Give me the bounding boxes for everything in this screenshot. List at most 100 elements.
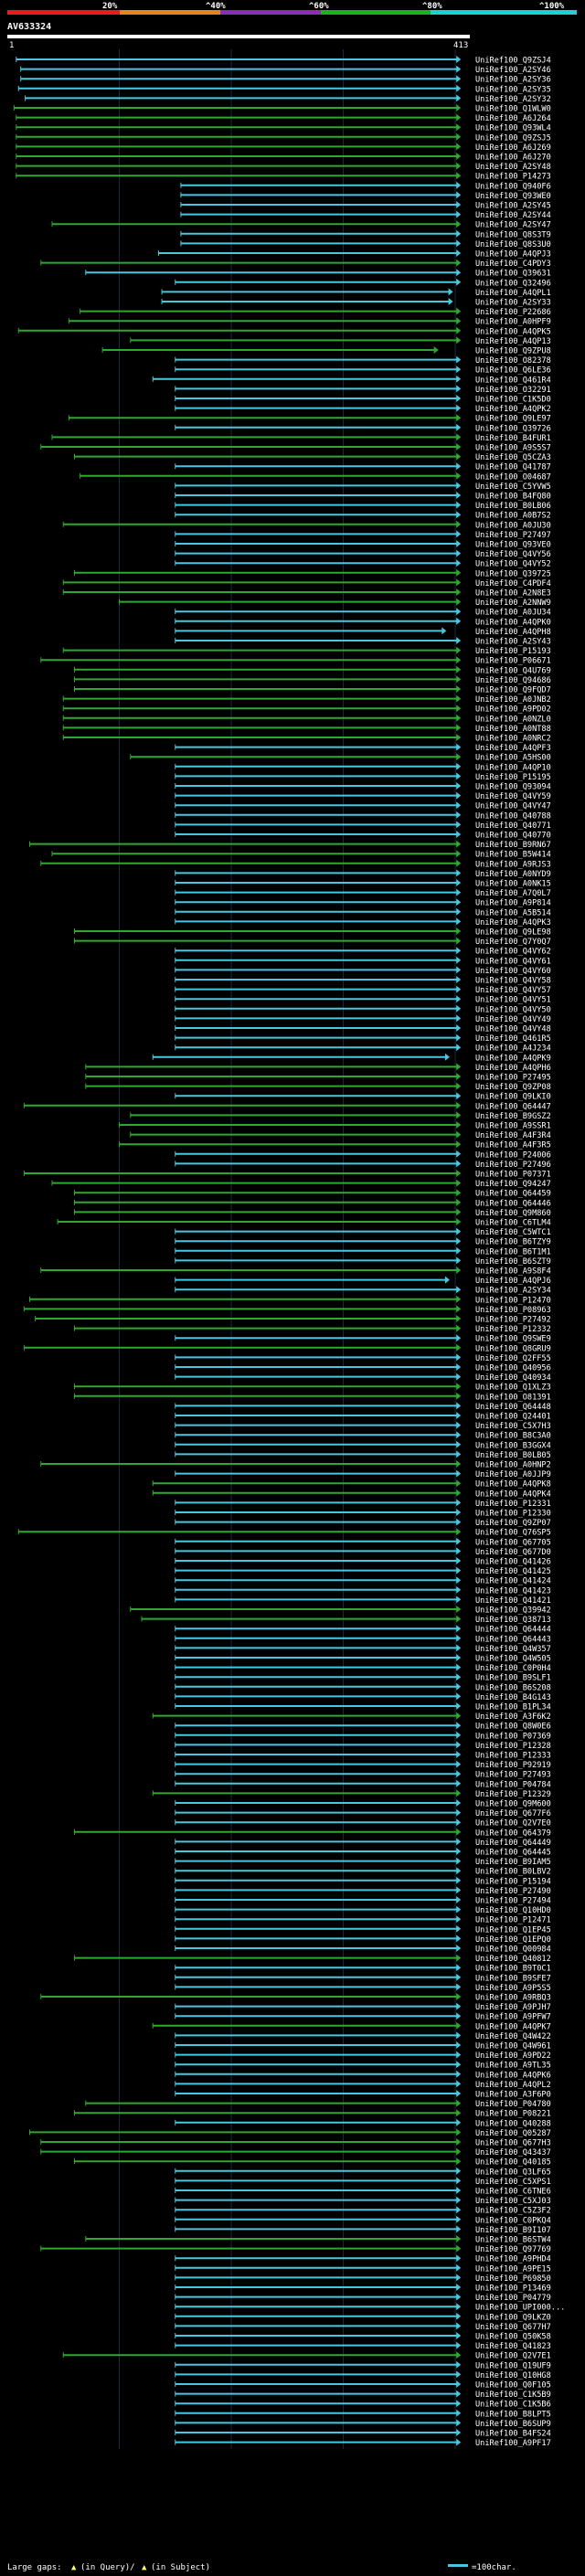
hit-label[interactable]: UniRef100_A9RBQ3 <box>475 1994 551 2003</box>
hit-label[interactable]: UniRef100_Q9LE98 <box>475 928 551 938</box>
hit-label[interactable]: UniRef100_Q9FQD7 <box>475 686 551 695</box>
hit-label[interactable]: UniRef100_C6TLM4 <box>475 1219 551 1228</box>
hit-label[interactable]: UniRef100_Q41424 <box>475 1577 551 1586</box>
hit-label[interactable]: UniRef100_P27492 <box>475 1316 551 1325</box>
hit-label[interactable]: UniRef100_P27495 <box>475 1074 551 1083</box>
hit-label[interactable]: UniRef100_A9PD02 <box>475 705 551 715</box>
hit-label[interactable]: UniRef100_A2SY35 <box>475 85 551 94</box>
hit-label[interactable]: UniRef100_P08963 <box>475 1306 551 1315</box>
hit-label[interactable]: UniRef100_A9SSR1 <box>475 1122 551 1131</box>
hit-label[interactable]: UniRef100_Q1EPQ0 <box>475 1935 551 1945</box>
hit-label[interactable]: UniRef100_Q19UF9 <box>475 2361 551 2370</box>
hit-label[interactable]: UniRef100_Q40288 <box>475 2119 551 2128</box>
hit-label[interactable]: UniRef100_A4QPL2 <box>475 2081 551 2090</box>
hit-label[interactable]: UniRef100_Q64444 <box>475 1626 551 1635</box>
hit-label[interactable]: UniRef100_Q9LKI0 <box>475 1093 551 1102</box>
hit-label[interactable]: UniRef100_B4FS24 <box>475 2430 551 2439</box>
hit-label[interactable]: UniRef100_B8C3A0 <box>475 1432 551 1441</box>
hit-label[interactable]: UniRef100_Q41823 <box>475 2342 551 2351</box>
hit-label[interactable]: UniRef100_B3GGX4 <box>475 1441 551 1450</box>
hit-label[interactable]: UniRef100_A4QPF3 <box>475 744 551 753</box>
hit-label[interactable]: UniRef100_Q9LE97 <box>475 415 551 424</box>
hit-label[interactable]: UniRef100_O32291 <box>475 386 551 395</box>
hit-label[interactable]: UniRef100_P06671 <box>475 657 551 666</box>
hit-label[interactable]: UniRef100_Q461R5 <box>475 1034 551 1044</box>
hit-label[interactable]: UniRef100_A9PFW7 <box>475 2013 551 2022</box>
hit-label[interactable]: UniRef100_A5B514 <box>475 908 551 917</box>
hit-label[interactable]: UniRef100_Q41421 <box>475 1596 551 1606</box>
hit-label[interactable]: UniRef100_Q9LKZ0 <box>475 2313 551 2322</box>
hit-label[interactable]: UniRef100_Q4VY47 <box>475 802 551 811</box>
hit-label[interactable]: UniRef100_Q9ZSJ4 <box>475 57 551 66</box>
hit-label[interactable]: UniRef100_B9IAM5 <box>475 1858 551 1867</box>
hit-label[interactable]: UniRef100_Q39726 <box>475 424 551 433</box>
hit-label[interactable]: UniRef100_Q64459 <box>475 1190 551 1199</box>
hit-label[interactable]: UniRef100_Q41426 <box>475 1558 551 1567</box>
hit-label[interactable]: UniRef100_Q40934 <box>475 1373 551 1383</box>
hit-label[interactable]: UniRef100_A4QPH6 <box>475 1064 551 1073</box>
hit-label[interactable]: UniRef100_A4QPK5 <box>475 327 551 336</box>
hit-label[interactable]: UniRef100_B9GSZ2 <box>475 1112 551 1121</box>
hit-label[interactable]: UniRef100_A0JJP9 <box>475 1470 551 1479</box>
hit-label[interactable]: UniRef100_Q677F6 <box>475 1809 551 1818</box>
hit-label[interactable]: UniRef100_Q9ZP07 <box>475 1519 551 1528</box>
hit-label[interactable]: UniRef100_B8LPT5 <box>475 2410 551 2419</box>
hit-label[interactable]: UniRef100_A0JU34 <box>475 609 551 618</box>
hit-label[interactable]: UniRef100_Q677D0 <box>475 1548 551 1557</box>
hit-label[interactable]: UniRef100_Q9SWE9 <box>475 1335 551 1344</box>
hit-label[interactable]: UniRef100_A9PHD4 <box>475 2255 551 2264</box>
hit-label[interactable]: UniRef100_A9TL35 <box>475 2062 551 2071</box>
hit-label[interactable]: UniRef100_Q4VY59 <box>475 792 551 801</box>
hit-label[interactable]: UniRef100_Q4W422 <box>475 2032 551 2041</box>
hit-label[interactable]: UniRef100_A4F3R4 <box>475 1131 551 1140</box>
hit-label[interactable]: UniRef100_Q10HD0 <box>475 1906 551 1915</box>
hit-label[interactable]: UniRef100_C0P0H4 <box>475 1664 551 1673</box>
hit-label[interactable]: UniRef100_P04779 <box>475 2294 551 2303</box>
hit-label[interactable]: UniRef100_Q4VY62 <box>475 948 551 957</box>
hit-label[interactable]: UniRef100_A5HS00 <box>475 754 551 763</box>
hit-label[interactable]: UniRef100_Q32496 <box>475 279 551 288</box>
hit-label[interactable]: UniRef100_A7Q0L7 <box>475 889 551 898</box>
hit-label[interactable]: UniRef100_O04687 <box>475 472 551 482</box>
hit-label[interactable]: UniRef100_Q4VY56 <box>475 550 551 559</box>
hit-label[interactable]: UniRef100_Q4VY60 <box>475 967 551 976</box>
hit-label[interactable]: UniRef100_P15193 <box>475 647 551 656</box>
hit-label[interactable]: UniRef100_C0PKQ4 <box>475 2216 551 2225</box>
hit-label[interactable]: UniRef100_Q6LE36 <box>475 366 551 376</box>
hit-label[interactable]: UniRef100_Q38713 <box>475 1616 551 1625</box>
hit-label[interactable]: UniRef100_O81391 <box>475 1393 551 1402</box>
hit-label[interactable]: UniRef100_A0JU30 <box>475 521 551 530</box>
hit-label[interactable]: UniRef100_Q64447 <box>475 1102 551 1111</box>
hit-label[interactable]: UniRef100_P24006 <box>475 1150 551 1160</box>
hit-label[interactable]: UniRef100_B0LBV2 <box>475 1868 551 1877</box>
hit-label[interactable]: UniRef100_P12332 <box>475 1325 551 1334</box>
hit-label[interactable]: UniRef100_A4QPH8 <box>475 628 551 637</box>
hit-label[interactable]: UniRef100_Q9ZPU8 <box>475 347 551 356</box>
hit-label[interactable]: UniRef100_A3F6K2 <box>475 1712 551 1722</box>
hit-label[interactable]: UniRef100_A4QPK2 <box>475 405 551 414</box>
hit-label[interactable]: UniRef100_Q9M860 <box>475 1209 551 1218</box>
hit-label[interactable]: UniRef100_P04784 <box>475 1780 551 1789</box>
hit-label[interactable]: UniRef100_A4F3R5 <box>475 1141 551 1150</box>
hit-label[interactable]: UniRef100_A0HPF9 <box>475 318 551 327</box>
hit-label[interactable]: UniRef100_Q9ZP08 <box>475 1083 551 1092</box>
hit-label[interactable]: UniRef100_A4QPK7 <box>475 2022 551 2031</box>
hit-label[interactable]: UniRef100_Q67705 <box>475 1538 551 1547</box>
hit-label[interactable]: UniRef100_A9RJS3 <box>475 860 551 869</box>
hit-label[interactable]: UniRef100_P07371 <box>475 1171 551 1180</box>
hit-label[interactable]: UniRef100_B6TZY9 <box>475 1238 551 1247</box>
hit-label[interactable]: UniRef100_Q24401 <box>475 1413 551 1422</box>
hit-label[interactable]: UniRef100_A4QP13 <box>475 337 551 346</box>
hit-label[interactable]: UniRef100_B4FQ80 <box>475 493 551 502</box>
hit-label[interactable]: UniRef100_Q4VY58 <box>475 977 551 986</box>
hit-label[interactable]: UniRef100_Q2V7E1 <box>475 2352 551 2361</box>
hit-label[interactable]: UniRef100_B1PL34 <box>475 1703 551 1712</box>
hit-label[interactable]: UniRef100_A2SY34 <box>475 1287 551 1296</box>
hit-label[interactable]: UniRef100_A6J270 <box>475 154 551 163</box>
hit-label[interactable]: UniRef100_A2SY33 <box>475 299 551 308</box>
hit-label[interactable]: UniRef100_Q40185 <box>475 2158 551 2168</box>
hit-label[interactable]: UniRef100_B9T0C1 <box>475 1965 551 1974</box>
hit-label[interactable]: UniRef100_Q93094 <box>475 783 551 792</box>
hit-label[interactable]: UniRef100_Q64446 <box>475 1199 551 1208</box>
hit-label[interactable]: UniRef100_P08221 <box>475 2110 551 2119</box>
